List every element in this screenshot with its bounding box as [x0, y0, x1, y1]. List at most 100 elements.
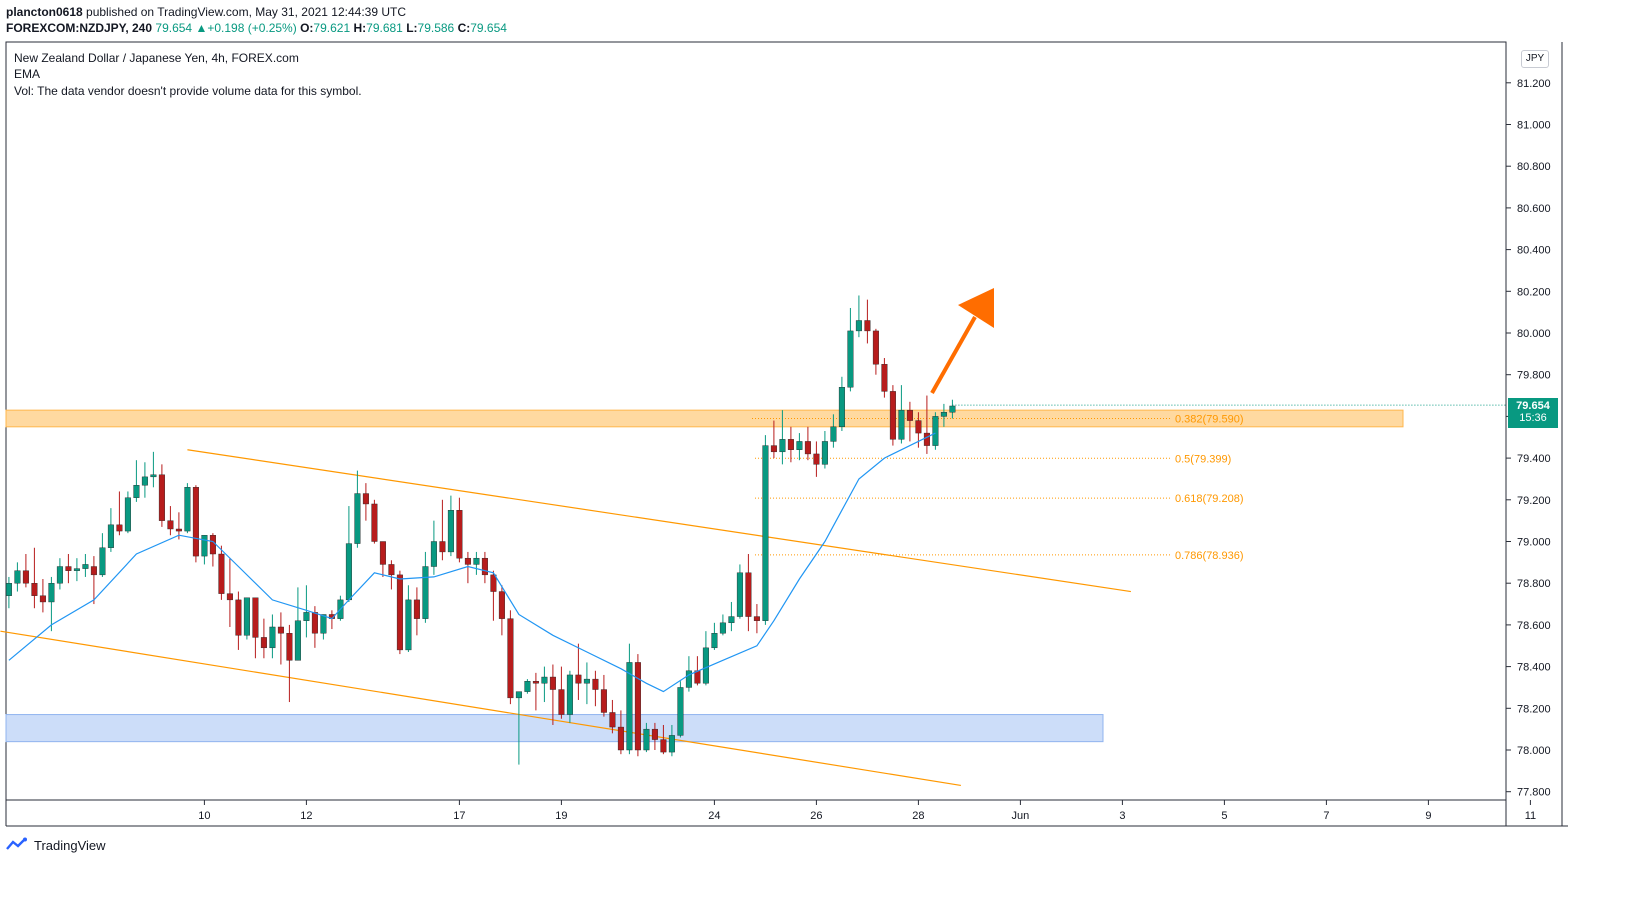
candle-body[interactable]: [932, 416, 939, 446]
candle-body[interactable]: [218, 553, 225, 594]
candle-body[interactable]: [821, 441, 828, 465]
candle-body[interactable]: [141, 476, 148, 486]
candle-body[interactable]: [192, 487, 199, 557]
candle-body[interactable]: [643, 728, 650, 751]
candle-body[interactable]: [881, 364, 888, 392]
candle-body[interactable]: [796, 441, 803, 450]
channel-line-0[interactable]: [0, 630, 961, 787]
arrow-shaft[interactable]: [930, 316, 977, 394]
candle-body[interactable]: [447, 510, 454, 553]
candle-body[interactable]: [303, 612, 310, 621]
candle-body[interactable]: [107, 524, 114, 548]
candle-body[interactable]: [473, 557, 480, 565]
candle-body[interactable]: [592, 678, 599, 690]
candle-body[interactable]: [73, 568, 80, 571]
support-zone[interactable]: [5, 714, 1104, 743]
candle-body[interactable]: [915, 420, 922, 434]
currency-badge[interactable]: JPY: [1521, 50, 1549, 68]
candle-body[interactable]: [345, 543, 352, 601]
candle-body[interactable]: [719, 622, 726, 634]
candle-body[interactable]: [439, 541, 446, 553]
candle-body[interactable]: [167, 520, 174, 530]
candle-body[interactable]: [711, 633, 718, 649]
candle-body[interactable]: [889, 391, 896, 440]
candle-body[interactable]: [575, 674, 582, 684]
candle-body[interactable]: [830, 426, 837, 442]
candle-body[interactable]: [677, 687, 684, 736]
candle-body[interactable]: [201, 535, 208, 557]
candle-body[interactable]: [770, 445, 777, 453]
legend-volume[interactable]: Vol: The data vendor doesn't provide vol…: [14, 84, 362, 98]
candle-body[interactable]: [702, 647, 709, 684]
candle-body[interactable]: [430, 541, 437, 567]
candle-body[interactable]: [906, 409, 913, 421]
candle-body[interactable]: [762, 445, 769, 621]
candle-body[interactable]: [566, 674, 573, 715]
candle-body[interactable]: [804, 441, 811, 455]
candle-body[interactable]: [507, 618, 514, 699]
candle-body[interactable]: [549, 676, 556, 690]
legend-ema[interactable]: EMA: [14, 67, 41, 81]
candle-body[interactable]: [753, 616, 760, 621]
resistance-zone[interactable]: [5, 409, 1404, 428]
candle-body[interactable]: [787, 439, 794, 450]
channel-line-1[interactable]: [187, 449, 1131, 593]
candle-body[interactable]: [362, 493, 369, 505]
candle-body[interactable]: [872, 330, 879, 365]
candle-body[interactable]: [235, 599, 242, 636]
candle-body[interactable]: [583, 678, 590, 684]
candle-body[interactable]: [668, 735, 675, 753]
publisher-name[interactable]: plancton0618: [6, 5, 83, 19]
candle-body[interactable]: [898, 409, 905, 440]
candle-body[interactable]: [48, 583, 55, 603]
candle-body[interactable]: [39, 595, 46, 603]
candle-body[interactable]: [779, 439, 786, 453]
candle-body[interactable]: [685, 670, 692, 688]
candle-body[interactable]: [728, 616, 735, 624]
candle-body[interactable]: [524, 680, 531, 692]
candle-body[interactable]: [736, 572, 743, 617]
candle-body[interactable]: [209, 535, 216, 555]
candle-body[interactable]: [949, 405, 956, 413]
candle-body[interactable]: [405, 599, 412, 651]
candle-body[interactable]: [396, 574, 403, 651]
candle-body[interactable]: [379, 541, 386, 565]
candle-body[interactable]: [175, 528, 182, 532]
candle-body[interactable]: [22, 570, 29, 584]
candle-body[interactable]: [541, 676, 548, 684]
candle-body[interactable]: [14, 570, 21, 584]
candle-body[interactable]: [464, 557, 471, 565]
candle-body[interactable]: [515, 691, 522, 699]
candle-body[interactable]: [311, 612, 318, 634]
candle-body[interactable]: [490, 574, 497, 592]
candle-body[interactable]: [745, 572, 752, 617]
tradingview-footer[interactable]: TradingView: [6, 837, 106, 853]
candle-body[interactable]: [31, 583, 38, 596]
candle-body[interactable]: [226, 593, 233, 601]
candle-body[interactable]: [90, 566, 97, 576]
candle-body[interactable]: [82, 564, 89, 569]
candle-body[interactable]: [481, 557, 488, 576]
candle-body[interactable]: [354, 493, 361, 544]
candle-body[interactable]: [65, 566, 72, 571]
ema-line[interactable]: [8, 432, 936, 693]
candle-body[interactable]: [277, 626, 284, 634]
candle-body[interactable]: [838, 387, 845, 428]
candle-body[interactable]: [150, 474, 157, 478]
candle-body[interactable]: [116, 524, 123, 532]
candle-body[interactable]: [456, 510, 463, 559]
candle-body[interactable]: [940, 412, 947, 417]
candle-body[interactable]: [56, 566, 63, 584]
candle-body[interactable]: [634, 662, 641, 751]
candle-body[interactable]: [158, 474, 165, 521]
candle-body[interactable]: [617, 726, 624, 751]
candle-body[interactable]: [600, 689, 607, 713]
legend-title[interactable]: New Zealand Dollar / Japanese Yen, 4h, F…: [14, 51, 299, 65]
candle-body[interactable]: [923, 432, 930, 446]
candle-body[interactable]: [294, 620, 301, 661]
candle-body[interactable]: [498, 591, 505, 619]
candle-body[interactable]: [133, 485, 140, 498]
candle-body[interactable]: [124, 497, 131, 532]
candle-body[interactable]: [243, 597, 250, 636]
